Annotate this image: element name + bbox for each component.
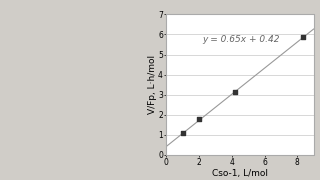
Point xyxy=(300,35,305,38)
X-axis label: Cso-1, L/mol: Cso-1, L/mol xyxy=(212,169,268,178)
Y-axis label: V/Fp, L·h/mol: V/Fp, L·h/mol xyxy=(148,55,157,114)
Point xyxy=(180,131,185,134)
Point xyxy=(196,118,202,120)
Point xyxy=(232,91,237,93)
Text: y = 0.65x + 0.42: y = 0.65x + 0.42 xyxy=(202,35,280,44)
